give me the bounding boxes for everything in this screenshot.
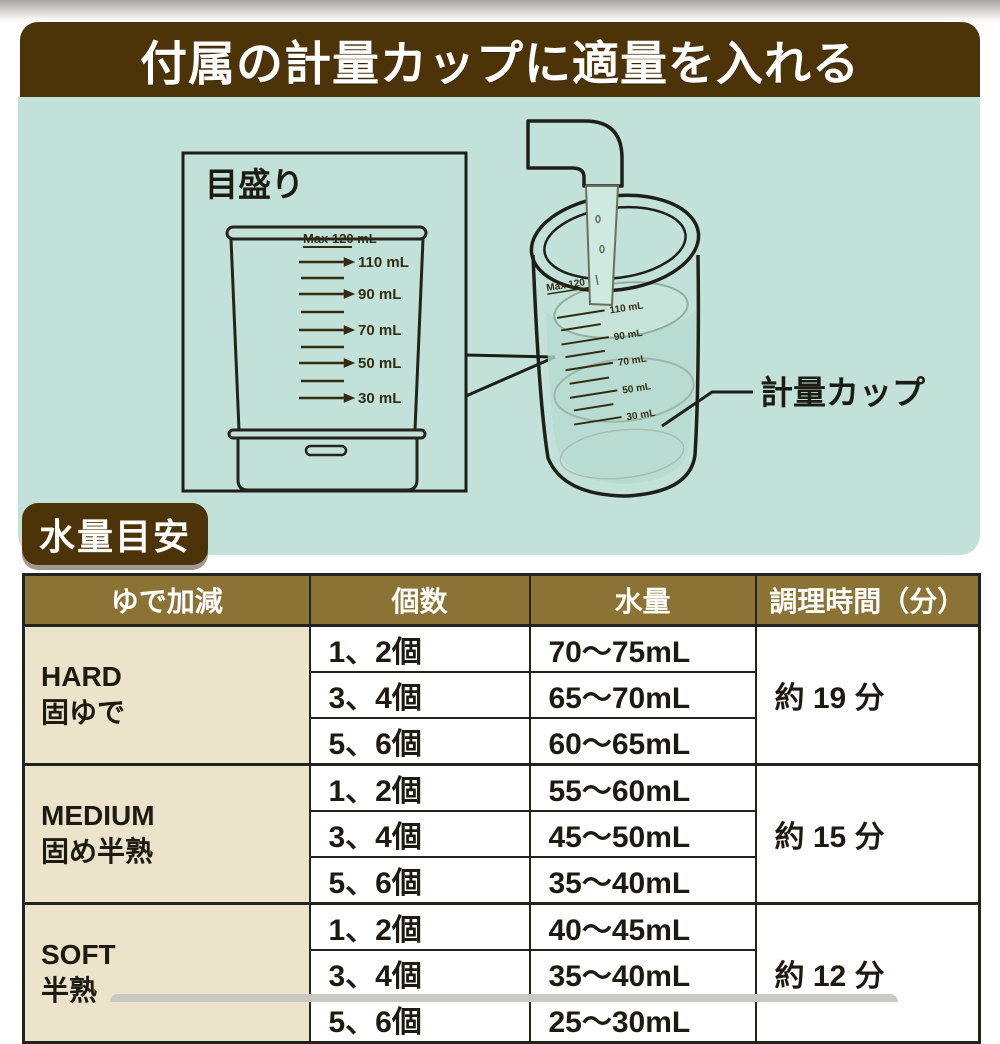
cell-time: 約 15 分 — [754, 763, 981, 905]
group-cell-soft: SOFT 半熟 — [22, 902, 311, 1044]
cup-label-group: 計量カップ — [661, 374, 926, 428]
cell-water: 40～45mL — [528, 902, 757, 951]
table-row: 5、6個 60～65mL — [24, 717, 980, 766]
cell-count: 5、6個 — [308, 717, 531, 766]
table-row: 3、4個 45～50mL — [24, 810, 980, 858]
title-banner: 付属の計量カップに適量を入れる — [20, 22, 980, 97]
water-stream — [584, 185, 620, 307]
cell-water: 35～40mL — [528, 949, 757, 997]
cell-water: 45～50mL — [528, 810, 757, 858]
scale-mark-50: 50 mL — [358, 355, 401, 372]
measuring-cup-front-view — [225, 225, 428, 492]
col-header-count: 個数 — [308, 573, 531, 627]
scale-mark-small: 70 mL — [617, 353, 647, 368]
measuring-cup-illustration: 目盛り Max 120 mL — [181, 119, 926, 498]
scale-mark-small: 90 mL — [613, 328, 643, 343]
group-cell-hard: HARD 固ゆで — [22, 624, 311, 766]
scale-mark-small: 30 mL — [626, 408, 656, 423]
table-row: HARD 固ゆで 1、2個 70～75mL 約 19 分 — [22, 624, 981, 766]
cup-scale: Max 120 mL 110 mL 90 mL 70 mL — [299, 231, 409, 407]
illustration-panel — [18, 97, 980, 555]
cup-pointer-line — [661, 390, 753, 428]
cup-label: 計量カップ — [760, 374, 926, 411]
cell-water: 70～75mL — [528, 624, 757, 673]
scale-mark-small: 50 mL — [622, 381, 652, 396]
faucet-icon — [526, 119, 624, 188]
col-header-water: 水量 — [528, 573, 757, 627]
group-name-en: MEDIUM — [41, 799, 155, 831]
cell-water: 55～60mL — [528, 763, 757, 812]
table-row: MEDIUM 固め半熟 1、2個 55～60mL 約 15 分 — [22, 763, 981, 905]
measuring-cup-perspective: Max 120 mL 110 mL 90 mL 70 mL — [529, 193, 701, 498]
scale-mark-110: 110 mL — [358, 254, 409, 271]
scale-max-label: Max 120 mL — [303, 231, 377, 246]
group-name-en: SOFT — [41, 938, 116, 970]
table-row: SOFT 半熟 1、2個 40～45mL 約 12 分 — [22, 902, 981, 1044]
cell-count: 1、2個 — [308, 763, 531, 812]
cell-time: 約 12 分 — [754, 902, 981, 1044]
scale-mark-30: 30 mL — [358, 390, 401, 407]
cell-water: 35～40mL — [528, 856, 757, 905]
group-name-ja: 固め半熟 — [41, 836, 154, 867]
cell-water: 65～70mL — [528, 671, 757, 719]
cell-count: 1、2個 — [308, 624, 531, 673]
table-row: 3、4個 65～70mL — [24, 671, 980, 719]
cell-count: 3、4個 — [308, 810, 531, 858]
cell-count: 3、4個 — [308, 949, 531, 997]
group-name-ja: 固ゆで — [41, 697, 126, 728]
cell-count: 5、6個 — [308, 995, 531, 1044]
cell-water: 60～65mL — [528, 717, 757, 766]
section-tag: 水量目安 — [22, 503, 208, 565]
page-title: 付属の計量カップに適量を入れる — [140, 37, 860, 90]
scale-box: 目盛り Max 120 mL — [181, 151, 468, 493]
cell-water: 25～30mL — [528, 995, 757, 1044]
cell-count: 1、2個 — [308, 902, 531, 951]
col-header-time: 調理時間（分） — [754, 573, 981, 627]
scale-mark-90: 90 mL — [358, 286, 401, 303]
group-cell-medium: MEDIUM 固め半熟 — [22, 763, 311, 905]
scale-mark-70: 70 mL — [358, 322, 401, 339]
cell-count: 5、6個 — [308, 856, 531, 905]
cell-time: 約 19 分 — [754, 624, 981, 766]
group-name-en: HARD — [41, 660, 122, 692]
col-header-doneness: ゆで加減 — [22, 573, 311, 627]
group-name-ja: 半熟 — [41, 975, 98, 1006]
table-row: 5、6個 35～40mL — [24, 856, 980, 905]
cell-count: 3、4個 — [308, 671, 531, 719]
scale-mark-small: 110 mL — [609, 300, 644, 316]
bottom-edge-shadow — [110, 994, 898, 1002]
water-amount-table: ゆで加減 個数 水量 調理時間（分） HARD 固ゆで 1、2個 70～75mL… — [22, 573, 981, 1044]
section-tag-label: 水量目安 — [38, 516, 191, 557]
scale-box-label: 目盛り — [205, 166, 304, 203]
table-row: 3、4個 35～40mL — [24, 949, 980, 997]
table-header-row: ゆで加減 個数 水量 調理時間（分） — [22, 573, 981, 627]
top-gradient-strip — [0, 0, 1000, 24]
